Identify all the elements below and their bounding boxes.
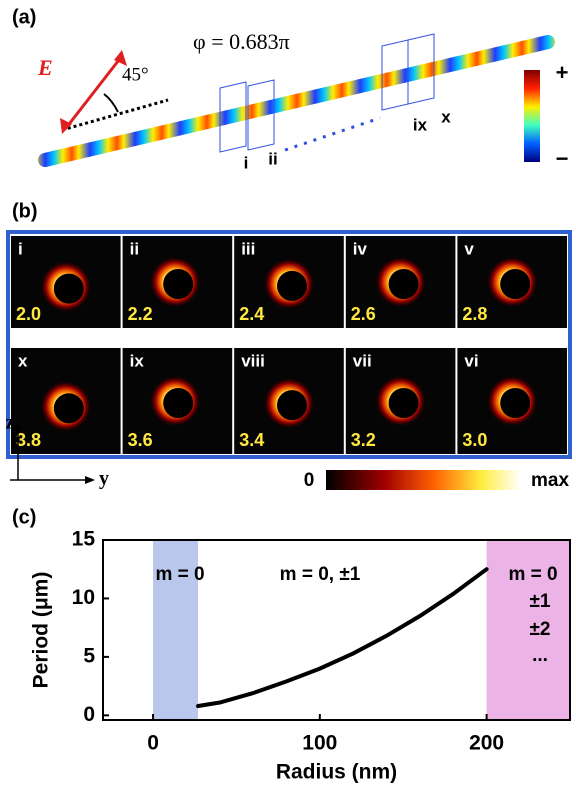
y-tick-label: 10 xyxy=(72,586,95,609)
plane-label: ii xyxy=(268,149,277,168)
axis-label: y xyxy=(99,468,109,490)
mode-core xyxy=(500,269,530,299)
tile-value: 3.8 xyxy=(16,430,41,450)
annotation: ±2 xyxy=(530,619,551,640)
panel-label: (a) xyxy=(12,6,36,28)
tile-value: 3.2 xyxy=(351,430,376,450)
colorbar xyxy=(326,470,521,490)
tile-value: 2.6 xyxy=(351,304,376,324)
plane-label: i xyxy=(244,153,249,172)
panel-label: (c) xyxy=(12,506,36,528)
plane-label: ix xyxy=(413,115,428,134)
colorbar xyxy=(524,70,540,162)
figure: (a) E 45° φ = 0.683π i ii ix x + − (b) i… xyxy=(0,0,576,792)
annotation: m = 0, ±1 xyxy=(280,564,361,585)
colorbar-max: + xyxy=(556,60,569,85)
annotation: ... xyxy=(532,645,548,666)
annotation: m = 0 xyxy=(155,564,204,585)
field-label: E xyxy=(37,55,53,80)
dots xyxy=(285,118,380,150)
panel-label: (b) xyxy=(12,200,38,222)
tile-value: 3.4 xyxy=(239,430,264,450)
axis-label: z xyxy=(6,412,15,434)
annotation: ±1 xyxy=(530,591,551,612)
colorbar-min: 0 xyxy=(304,470,315,491)
angle-arc xyxy=(104,94,118,112)
tile-value: 3.0 xyxy=(462,430,487,450)
x-axis-label: Radius (nm) xyxy=(276,761,397,784)
plane-label: x xyxy=(441,107,451,126)
tile-value: 2.8 xyxy=(462,304,487,324)
x-tick-label: 100 xyxy=(302,732,337,755)
mode-core xyxy=(389,388,419,418)
tile-value: 2.2 xyxy=(128,304,153,324)
tile-label: vi xyxy=(464,351,478,370)
tile-value: 2.0 xyxy=(16,304,41,324)
y-tick-label: 15 xyxy=(72,528,96,551)
tile-label: i xyxy=(18,239,23,258)
y-tick-label: 5 xyxy=(83,644,95,667)
y-tick-label: 0 xyxy=(83,703,95,726)
y-axis-label: Period (μm) xyxy=(30,572,53,689)
tile-value: 3.6 xyxy=(128,430,153,450)
annotation: m = 0 xyxy=(508,564,557,585)
mode-core xyxy=(277,390,307,420)
x-tick-label: 0 xyxy=(147,732,159,755)
mode-core xyxy=(163,269,193,299)
tile-value: 2.4 xyxy=(239,304,264,324)
mode-core xyxy=(54,274,84,304)
mode-core xyxy=(54,393,84,423)
tile-label: x xyxy=(18,351,28,370)
mode-core xyxy=(389,269,419,299)
phase-label: φ = 0.683π xyxy=(193,29,290,54)
colorbar-max: max xyxy=(531,470,569,491)
tile-label: iv xyxy=(353,239,368,258)
x-tick-label: 200 xyxy=(469,732,504,755)
colorbar-min: − xyxy=(556,146,569,171)
mode-core xyxy=(163,388,193,418)
tile-label: v xyxy=(464,239,474,258)
tile-label: vii xyxy=(353,351,372,370)
tile-label: iii xyxy=(241,239,255,258)
mode-core xyxy=(277,271,307,301)
field-arrow xyxy=(66,56,122,128)
mode-core xyxy=(500,388,530,418)
data-line xyxy=(198,569,487,706)
tile-label: viii xyxy=(241,351,265,370)
tile-label: ii xyxy=(130,239,139,258)
chart: (c) 0 100 200 0 5 10 15 m = 0 m = 0, ±1 m = 0 ±1 ±2.… xyxy=(12,506,570,783)
arrow-head xyxy=(85,476,95,484)
angle-label: 45° xyxy=(122,64,149,85)
tile-label: ix xyxy=(130,351,145,370)
